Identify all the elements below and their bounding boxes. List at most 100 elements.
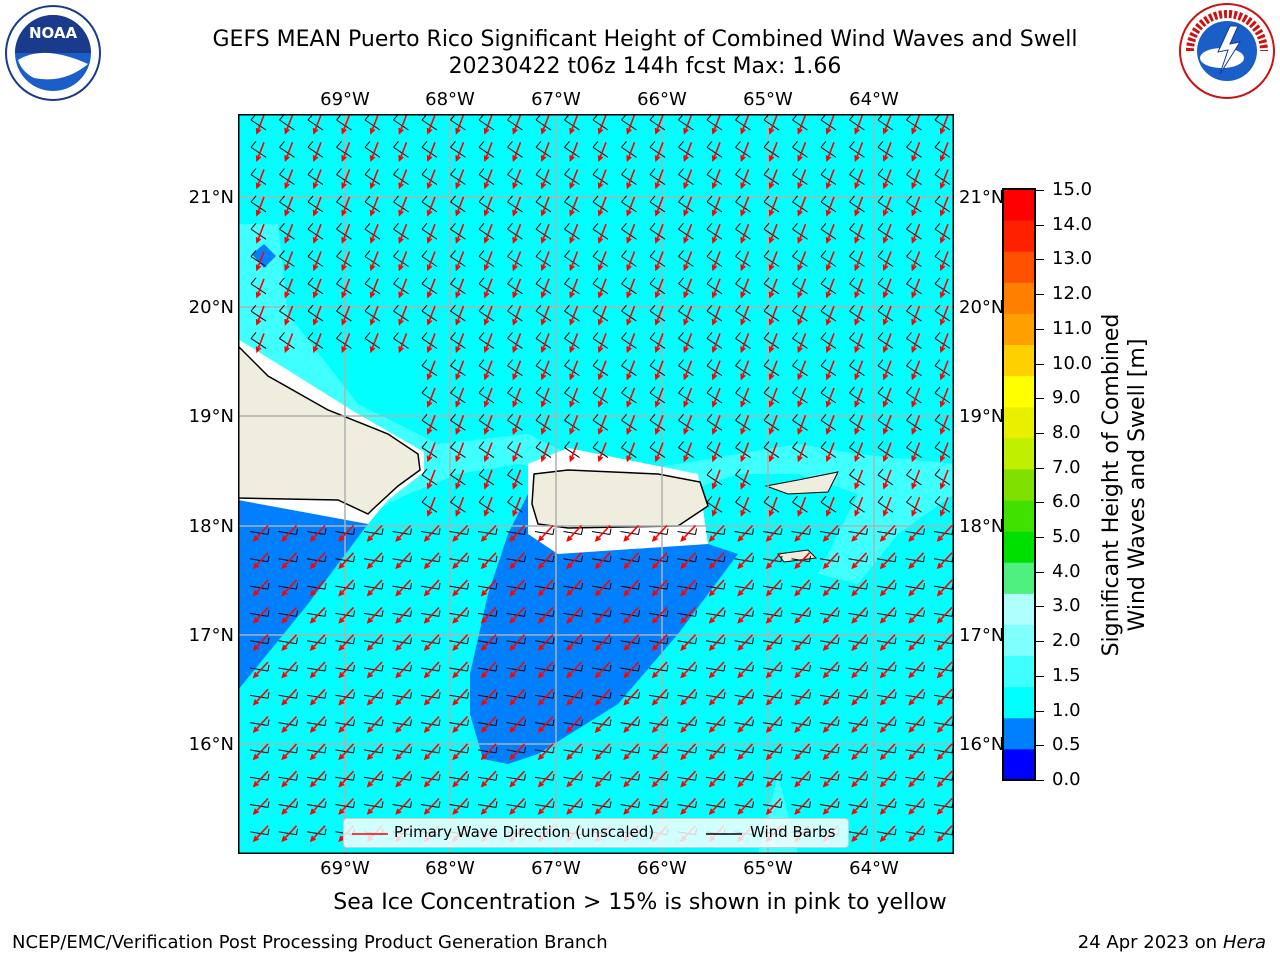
wave-direction-arrow [512,223,522,244]
footer-date: 24 Apr 2023 on Hera [1077,932,1266,953]
wind-barb [763,277,780,295]
wind-barb [420,692,441,699]
wind-barb [506,528,526,535]
wind-barb [820,386,837,404]
wind-barb [621,222,637,240]
wind-barb [705,692,726,699]
wind-barb [591,719,612,727]
wind-barb [934,468,951,486]
wave-direction-arrow [740,496,750,517]
wave-direction-arrow [483,442,493,463]
wave-direction-arrow [369,251,379,272]
wave-direction-arrow [252,825,269,843]
wave-direction-arrow [654,387,664,408]
wind-barb [792,359,808,377]
wind-barb [393,332,409,349]
wind-barb [877,495,894,513]
wave-direction-arrow [768,142,778,162]
wind-barb [477,555,498,563]
wave-direction-arrow [341,305,351,326]
wave-direction-arrow [483,333,493,354]
wind-barb [420,719,441,727]
wave-direction-arrow [765,552,782,570]
colorbar-cell [1003,717,1035,750]
wave-height-map [238,114,954,854]
svg-text:NOAA: NOAA [29,24,78,42]
wind-barb [735,332,751,349]
wave-direction-arrow [509,716,526,733]
wave-direction-arrow [854,196,864,217]
wave-direction-arrow [854,360,864,381]
wave-direction-arrow [822,797,839,815]
wind-barb [507,468,523,486]
wind-barb [278,555,298,563]
wave-direction-arrow [597,442,607,463]
wave-direction-arrow [509,688,526,706]
wave-direction-arrow [680,552,697,570]
wind-barb [478,468,495,486]
wind-barb [677,719,697,727]
wind-barb [449,801,469,808]
wind-barb [478,304,495,322]
wave-direction-arrow [651,743,668,761]
wind-barb [478,250,495,267]
wave-direction-arrow [911,333,921,354]
wave-direction-arrow [768,251,778,272]
lon-label-top: 67°W [531,89,581,110]
wind-barb [621,277,637,295]
wave-direction-arrow [398,114,408,135]
wave-direction-arrow [423,524,440,542]
wind-barb [592,222,609,240]
wind-barb [876,774,897,781]
wave-direction-arrow [683,251,693,272]
wave-direction-arrow [626,387,636,408]
wave-direction-arrow [597,305,607,326]
wind-barb [849,277,865,295]
wind-barb [478,495,495,513]
wave-direction-arrow [309,552,326,570]
wave-direction-arrow [366,743,383,761]
wind-barb [363,719,384,727]
wave-direction-arrow [284,305,294,326]
wind-barb [393,168,409,186]
wind-barb [279,304,295,322]
wave-direction-arrow [309,661,326,679]
wind-barb [648,555,669,563]
wave-direction-arrow [936,661,953,679]
wave-direction-arrow [879,770,896,788]
wave-direction-arrow [708,743,725,761]
wind-barb [792,222,808,240]
wave-direction-arrow [512,442,522,463]
wave-direction-arrow [879,552,896,570]
wave-direction-arrow [825,196,835,217]
wave-direction-arrow [452,634,469,652]
wave-direction-arrow [879,606,896,624]
wind-barb [820,359,837,377]
wave-direction-arrow [537,634,554,652]
wave-direction-arrow [911,496,921,517]
wave-direction-arrow [654,305,664,326]
colorbar-tick-label: 9.0 [1052,387,1081,409]
wind-barb [564,277,580,295]
wave-direction-arrow [426,142,436,162]
wave-direction-arrow [569,442,579,463]
wind-barb [648,610,669,617]
wind-barb [905,610,925,617]
wave-direction-arrow [711,196,721,217]
wind-barb [535,332,552,349]
wave-direction-arrow [483,278,493,299]
wind-barb [906,495,922,513]
wind-barb [478,413,495,431]
wave-direction-arrow [452,579,469,597]
wind-barb [478,386,495,404]
wind-barb [364,195,381,213]
wind-barb [364,250,381,267]
wind-barb [849,468,865,486]
wind-barb [393,277,409,295]
wave-direction-arrow [797,360,807,381]
wave-direction-arrow [426,469,436,490]
wave-direction-arrow [569,114,579,135]
wave-direction-arrow [540,278,550,299]
wave-direction-arrow [594,661,611,679]
wave-direction-arrow [366,688,383,706]
